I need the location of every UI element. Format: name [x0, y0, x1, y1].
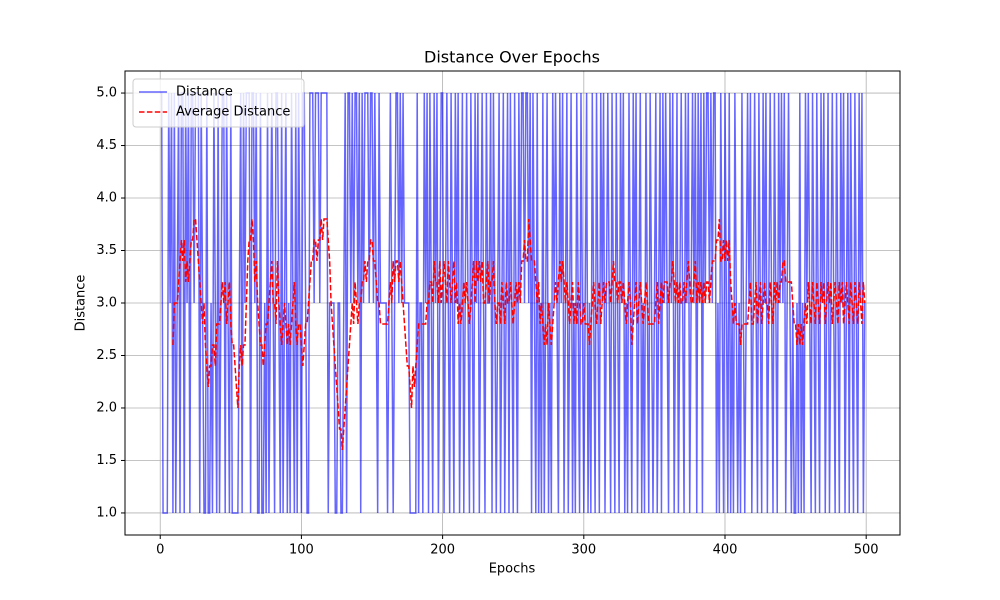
- data-line: [160, 92, 866, 514]
- plot-frame: [124, 70, 901, 536]
- y-tick-label: 4.0: [96, 191, 117, 206]
- legend-box: [132, 78, 305, 128]
- data-line: [172, 218, 866, 451]
- y-tick-label: 2.0: [96, 400, 117, 415]
- x-axis-label: Epochs: [489, 562, 536, 577]
- legend: Distance Average Distance: [132, 78, 305, 128]
- chart-title: Distance Over Epochs: [424, 48, 600, 67]
- legend-label: Distance: [176, 85, 233, 100]
- y-tick-label: 1.5: [96, 453, 117, 468]
- x-tick-label: 300: [571, 543, 596, 558]
- x-tick-label: 200: [430, 543, 455, 558]
- x-tick-label: 0: [156, 543, 164, 558]
- y-tick-label: 2.5: [96, 348, 117, 363]
- x-tick-label: 400: [713, 543, 738, 558]
- y-tick-label: 1.0: [96, 505, 117, 520]
- x-tick-label: 500: [854, 543, 879, 558]
- y-tick-label: 3.5: [96, 243, 117, 258]
- y-tick-label: 4.5: [96, 138, 117, 153]
- y-axis-label: Distance: [74, 275, 89, 332]
- x-tick-label: 100: [289, 543, 314, 558]
- legend-label: Average Distance: [176, 105, 290, 120]
- y-tick-label: 5.0: [96, 86, 117, 101]
- y-tick-label: 3.0: [96, 296, 117, 311]
